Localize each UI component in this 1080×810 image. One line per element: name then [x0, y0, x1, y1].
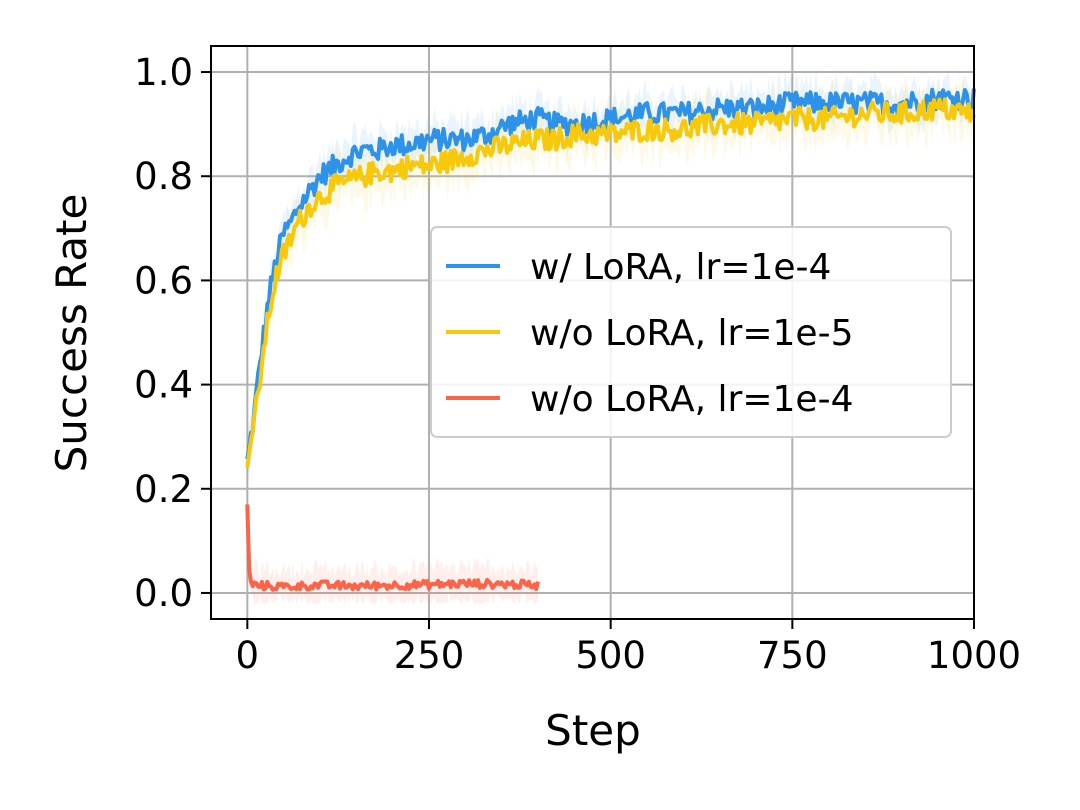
x-tick-label: 0: [236, 634, 260, 677]
legend: w/ LoRA, lr=1e-4 w/o LoRA, lr=1e-5 w/o LoR…: [430, 226, 952, 438]
x-tick-label: 1000: [927, 634, 1021, 677]
series-lines: [245, 87, 976, 592]
y-tick-label: 0.2: [134, 468, 193, 511]
y-tick-label: 0.4: [134, 364, 193, 407]
y-tick-label: 0.8: [134, 155, 193, 198]
axis-ticks: 0 250 500 750 1000 0.0 0.2 0.4 0.6 0.8 1.0: [134, 51, 1021, 677]
x-axis-label: Step: [545, 706, 641, 755]
series-band: [247, 71, 975, 484]
x-tick-label: 750: [757, 634, 828, 677]
series-line: [245, 87, 976, 460]
x-tick-label: 250: [394, 634, 465, 677]
series-band: [247, 485, 539, 604]
x-tick-label: 500: [575, 634, 646, 677]
y-tick-label: 0.0: [134, 572, 193, 615]
series-line: [245, 504, 540, 592]
y-tick-label: 1.0: [134, 51, 193, 94]
legend-label: w/ LoRA, lr=1e-4: [530, 247, 831, 288]
legend-label: w/o LoRA, lr=1e-5: [530, 313, 853, 354]
y-tick-label: 0.6: [134, 259, 193, 302]
plot-frame: [210, 45, 975, 620]
legend-box: [430, 226, 952, 438]
y-axis-label: Success Rate: [47, 194, 96, 473]
legend-label: w/o LoRA, lr=1e-4: [530, 379, 853, 420]
series-line: [245, 97, 976, 468]
